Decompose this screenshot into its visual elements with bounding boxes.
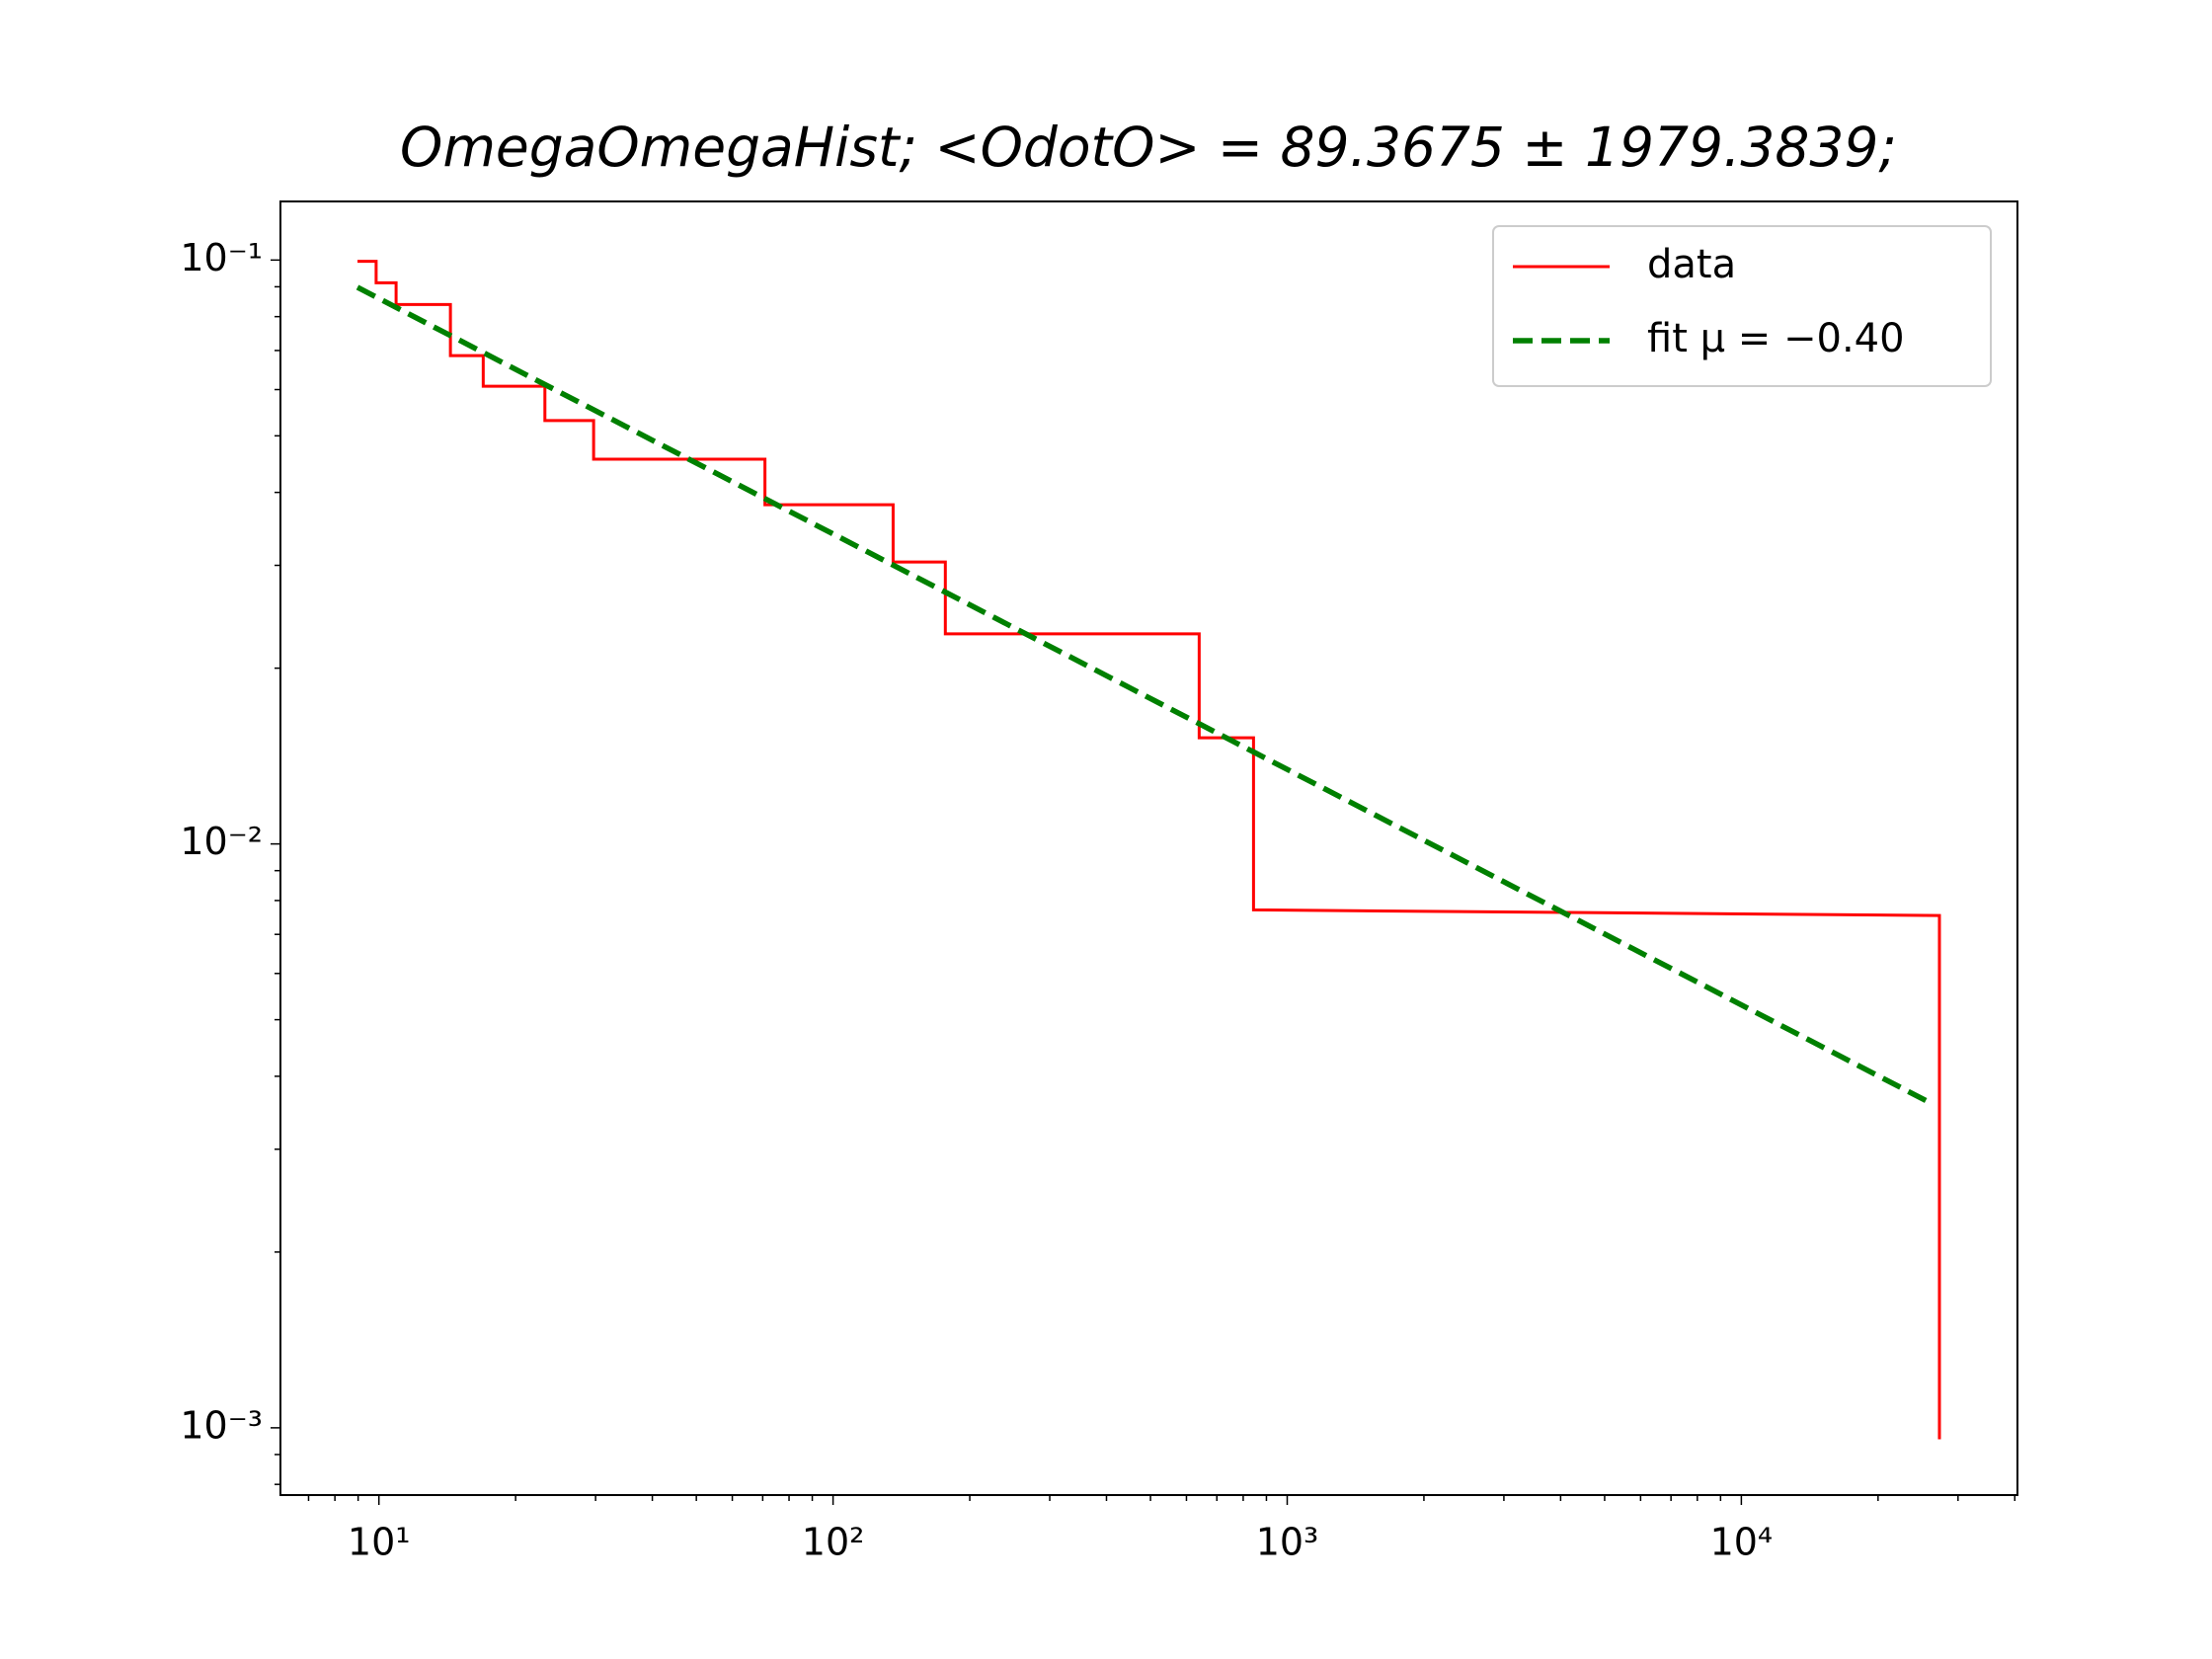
x-tick-label: 10⁴ xyxy=(1710,1521,1774,1564)
legend-label: data xyxy=(1647,242,1736,287)
x-tick-label: 10² xyxy=(802,1521,865,1564)
legend-box xyxy=(1492,225,1992,387)
y-tick-label: 10⁻³ xyxy=(180,1403,263,1447)
plot-frame xyxy=(279,200,2018,1496)
line-dashed xyxy=(356,284,1933,1106)
x-tick-label: 10³ xyxy=(1256,1521,1319,1564)
x-tick-label: 10¹ xyxy=(348,1521,411,1564)
chart-title: OmegaOmegaHist; <OdotO> = 89.3675 ± 1979… xyxy=(400,116,1897,179)
y-tick-label: 10⁻¹ xyxy=(180,236,263,279)
y-tick-label: 10⁻² xyxy=(180,820,263,863)
legend-label: fit μ = −0.40 xyxy=(1647,316,1905,361)
